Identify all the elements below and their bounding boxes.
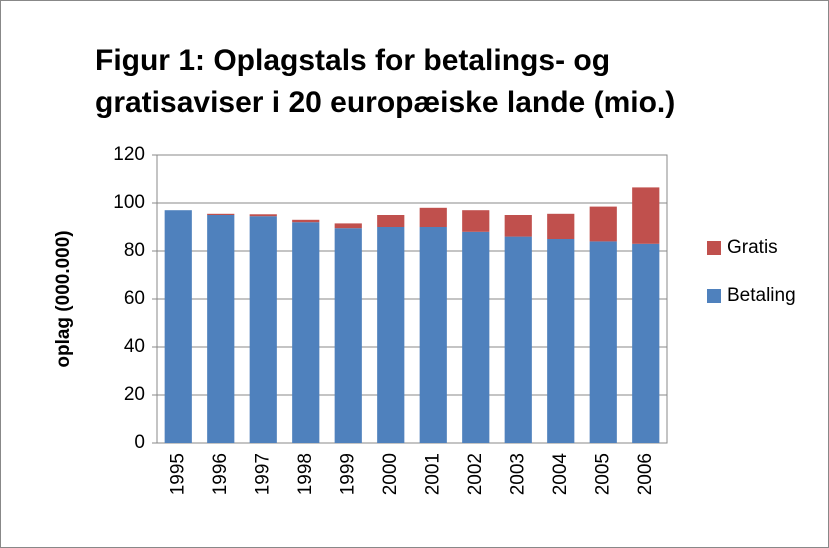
y-axis-label: oplag (000.000) <box>53 230 74 367</box>
bar-segment <box>632 243 660 443</box>
x-tick-label: 2000 <box>380 453 401 495</box>
bar-segment <box>632 187 660 244</box>
x-tick-label: 2006 <box>635 453 656 495</box>
bar-segment <box>292 222 320 443</box>
y-tick-label: 120 <box>113 144 145 165</box>
bar-segment <box>504 215 532 237</box>
y-tick-label: 100 <box>113 192 145 213</box>
bar-segment <box>547 239 575 443</box>
bar-segment <box>589 206 617 242</box>
y-tick-label: 0 <box>134 432 145 453</box>
x-tick-label: 2002 <box>465 453 486 495</box>
bar-segment <box>207 215 235 443</box>
x-tick-label: 2001 <box>422 453 443 495</box>
bar-segment <box>419 227 447 443</box>
chart-title: Figur 1: Oplagstals for betalings- og <box>95 44 610 77</box>
bar-segment <box>419 207 447 227</box>
x-tick-label: 1996 <box>210 453 231 495</box>
bar-segment <box>292 219 320 223</box>
x-tick-label: 2005 <box>592 453 613 495</box>
bar-segment <box>377 227 405 443</box>
bar-segment <box>207 213 235 215</box>
bar-segment <box>547 213 575 239</box>
x-tick-label: 2004 <box>550 453 571 496</box>
x-tick-label: 1999 <box>337 453 358 495</box>
bar-segment <box>164 210 192 443</box>
bar-segment <box>249 214 277 217</box>
y-tick-label: 80 <box>124 240 145 261</box>
chart-title: gratisaviser i 20 europæiske lande (mio.… <box>95 86 675 119</box>
legend-label: Gratis <box>727 237 778 258</box>
x-tick-label: 1997 <box>252 453 273 495</box>
legend-label: Betaling <box>727 285 796 306</box>
bar-segment <box>334 223 362 229</box>
bar-segment <box>589 241 617 443</box>
y-tick-label: 60 <box>124 288 145 309</box>
y-tick-label: 20 <box>124 384 145 405</box>
legend-swatch <box>707 241 721 255</box>
legend-swatch <box>707 289 721 303</box>
bar-segment <box>334 228 362 443</box>
bar-segment <box>504 236 532 443</box>
bar-segment <box>377 215 405 227</box>
x-tick-label: 1995 <box>167 453 188 495</box>
bar-segment <box>462 231 490 443</box>
bar-segment <box>249 216 277 443</box>
x-tick-label: 1998 <box>295 453 316 495</box>
y-tick-label: 40 <box>124 336 145 357</box>
bar-segment <box>462 210 490 232</box>
x-tick-label: 2003 <box>507 453 528 495</box>
